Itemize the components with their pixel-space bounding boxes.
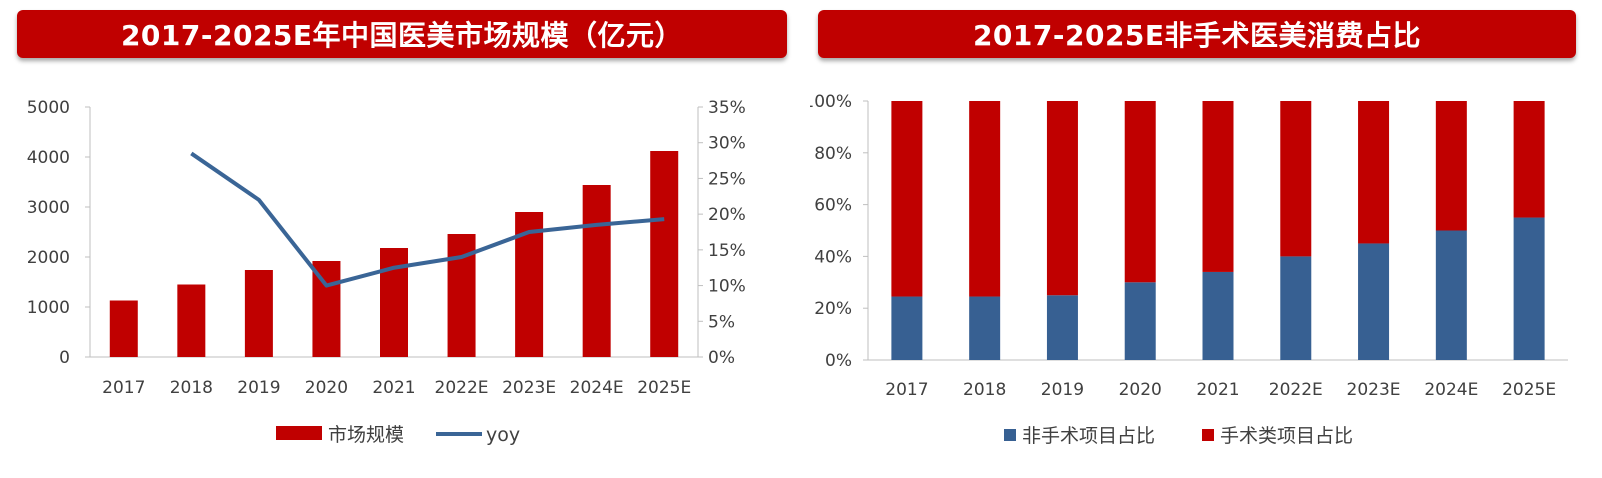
market-size-chart-panel: 2017-2025E年中国医美市场规模（亿元） 0 1000 2000 3000 400… [0,0,800,478]
x-tick-label: 2022E [435,378,489,398]
x-tick-label: 2021 [1196,380,1239,400]
x-tick-label: 2017 [102,378,145,398]
x-tick-label: 2021 [372,378,415,398]
nonsurgical-share-bar [1513,217,1545,360]
right-y-tick-label: 30% [708,134,746,154]
x-tick-label: 2019 [1041,380,1084,400]
nonsurgical-share-bar [1358,243,1390,360]
y-tick-label: 80% [814,144,852,164]
left-y-tick-label: 5000 [27,98,70,118]
legend-label-nonsurgical: 非手术项目占比 [1022,425,1155,447]
yoy-line [190,151,665,288]
left-y-tick-label: 1000 [27,298,70,318]
right-y-tick-label: 0% [708,348,735,368]
x-tick-label: 2024E [570,378,624,398]
y-tick-label: 100% [810,92,852,112]
market-size-bar [650,151,679,357]
x-tick-label: 2023E [502,378,556,398]
market-size-bar [177,284,206,357]
y-tick-label: 40% [814,247,852,267]
right-y-tick-label: 35% [708,98,746,118]
nonsurgical-share-chart-panel: 2017-2025E非手术医美消费占比 0% 20% 40% 60% 80% 100% 20… [810,0,1602,478]
market-size-bar [244,270,273,357]
right-y-tick-label: 5% [708,312,735,332]
x-tick-label: 2018 [170,378,213,398]
legend-label-market-size: 市场规模 [328,424,404,446]
surgical-share-bar [1435,101,1467,231]
x-tick-label: 2019 [237,378,280,398]
x-tick-label: 2018 [963,380,1006,400]
x-tick-label: 2022E [1269,380,1323,400]
nonsurgical-share-chart-title: 2017-2025E非手术医美消费占比 [818,10,1576,58]
market-size-bar [109,300,138,357]
x-tick-label: 2017 [885,380,928,400]
x-tick-label: 2025E [637,378,691,398]
right-y-tick-label: 25% [708,169,746,189]
nonsurgical-share-chart: 0% 20% 40% 60% 80% 100% 2017 2018 2019 2020 2021 20… [810,92,1568,447]
surgical-share-bar [1124,101,1156,283]
surgical-share-bar [1046,101,1078,296]
legend-swatch-market-size [276,426,322,440]
x-tick-label: 2020 [305,378,348,398]
market-size-bar [312,261,341,357]
legend-swatch-surgical [1202,429,1214,441]
nonsurgical-share-bar [1124,282,1156,360]
right-y-tick-label: 10% [708,277,746,297]
market-size-chart-title: 2017-2025E年中国医美市场规模（亿元） [17,10,787,58]
surgical-share-bar [1280,101,1312,257]
nonsurgical-share-bar [1202,271,1234,360]
nonsurgical-share-bar [1046,295,1078,360]
nonsurgical-share-bar [891,296,923,360]
surgical-share-bar [1513,101,1545,218]
left-y-tick-label: 3000 [27,198,70,218]
y-tick-label: 0% [825,351,852,371]
y-tick-label: 60% [814,196,852,216]
legend-label-yoy: yoy [486,424,520,446]
surgical-share-bar [1358,101,1390,244]
market-size-chart: 0 1000 2000 3000 4000 5000 0% 5% 10% 15% 20% 25% 30%… [27,98,746,446]
left-y-tick-label: 0 [59,348,70,368]
right-y-tick-label: 20% [708,205,746,225]
x-tick-label: 2023E [1347,380,1401,400]
right-y-tick-label: 15% [708,241,746,261]
nonsurgical-share-bar [1280,256,1312,360]
surgical-share-bar [1202,101,1234,272]
x-tick-label: 2025E [1502,380,1556,400]
y-tick-label: 20% [814,299,852,319]
surgical-share-bar [969,101,1001,297]
legend-label-surgical: 手术类项目占比 [1220,425,1353,447]
x-tick-label: 2024E [1424,380,1478,400]
nonsurgical-share-bar [969,296,1001,360]
surgical-share-bar [891,101,923,297]
left-y-tick-label: 2000 [27,248,70,268]
legend-swatch-nonsurgical [1004,429,1016,441]
market-size-bar [582,185,611,357]
left-y-tick-label: 4000 [27,148,70,168]
nonsurgical-share-bar [1435,230,1467,360]
x-tick-label: 2020 [1119,380,1162,400]
